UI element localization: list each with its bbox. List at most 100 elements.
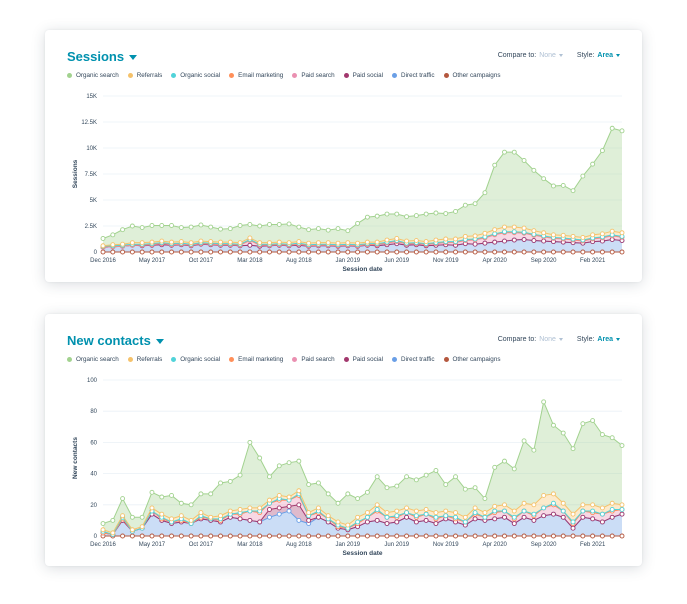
data-point[interactable]: [433, 210, 439, 216]
data-point[interactable]: [599, 511, 605, 517]
data-point[interactable]: [433, 533, 439, 539]
data-point[interactable]: [482, 510, 488, 516]
data-point[interactable]: [374, 213, 380, 219]
data-point[interactable]: [511, 229, 517, 235]
data-point[interactable]: [296, 517, 302, 523]
data-point[interactable]: [531, 238, 537, 244]
data-point[interactable]: [296, 239, 302, 245]
data-point[interactable]: [325, 240, 331, 246]
data-point[interactable]: [100, 249, 106, 255]
data-point[interactable]: [355, 519, 361, 525]
data-point[interactable]: [296, 502, 302, 508]
data-point[interactable]: [100, 243, 106, 249]
data-point[interactable]: [590, 232, 596, 238]
data-point[interactable]: [384, 510, 390, 516]
data-point[interactable]: [619, 128, 625, 134]
data-point[interactable]: [198, 510, 204, 516]
data-point[interactable]: [482, 249, 488, 255]
data-point[interactable]: [394, 508, 400, 514]
data-point[interactable]: [384, 237, 390, 243]
data-point[interactable]: [502, 502, 507, 508]
style-dropdown[interactable]: Area: [597, 52, 620, 59]
data-point[interactable]: [129, 527, 135, 533]
data-point[interactable]: [306, 517, 312, 523]
data-point[interactable]: [580, 173, 586, 179]
data-point[interactable]: [198, 249, 204, 255]
data-point[interactable]: [345, 228, 351, 234]
data-point[interactable]: [511, 514, 517, 520]
data-point[interactable]: [511, 224, 517, 230]
data-point[interactable]: [247, 235, 253, 241]
data-point[interactable]: [580, 421, 586, 427]
data-point[interactable]: [511, 521, 517, 526]
data-point[interactable]: [355, 533, 361, 539]
data-point[interactable]: [521, 500, 527, 506]
data-point[interactable]: [384, 521, 390, 526]
data-point[interactable]: [492, 231, 498, 237]
data-point[interactable]: [619, 511, 625, 517]
data-point[interactable]: [560, 508, 566, 514]
data-point[interactable]: [472, 249, 478, 255]
data-point[interactable]: [541, 238, 547, 244]
data-point[interactable]: [541, 533, 547, 539]
data-point[interactable]: [502, 508, 507, 514]
data-point[interactable]: [443, 211, 449, 216]
data-point[interactable]: [218, 249, 223, 255]
data-point[interactable]: [413, 249, 419, 255]
data-point[interactable]: [218, 480, 223, 486]
data-point[interactable]: [492, 533, 498, 539]
data-point[interactable]: [423, 507, 429, 512]
data-point[interactable]: [306, 482, 312, 487]
data-point[interactable]: [580, 249, 586, 255]
data-point[interactable]: [306, 533, 312, 539]
data-point[interactable]: [521, 533, 527, 539]
legend-item-paid-search[interactable]: Paid search: [292, 356, 335, 363]
data-point[interactable]: [208, 514, 214, 520]
data-point[interactable]: [404, 505, 410, 511]
data-point[interactable]: [208, 491, 214, 497]
data-point[interactable]: [511, 533, 517, 539]
data-point[interactable]: [374, 507, 380, 512]
data-point[interactable]: [149, 505, 155, 511]
data-point[interactable]: [404, 514, 410, 520]
data-point[interactable]: [511, 237, 517, 243]
data-point[interactable]: [511, 508, 517, 514]
data-point[interactable]: [590, 249, 596, 255]
data-point[interactable]: [188, 517, 194, 523]
data-point[interactable]: [472, 516, 478, 522]
data-point[interactable]: [247, 439, 253, 445]
data-point[interactable]: [276, 463, 282, 469]
data-point[interactable]: [404, 238, 410, 244]
legend-item-other-campaigns[interactable]: Other campaigns: [443, 356, 500, 363]
data-point[interactable]: [306, 240, 312, 246]
data-point[interactable]: [384, 485, 390, 491]
data-point[interactable]: [502, 533, 507, 539]
data-point[interactable]: [384, 533, 390, 539]
data-point[interactable]: [541, 176, 547, 182]
data-point[interactable]: [423, 517, 429, 523]
data-point[interactable]: [198, 238, 204, 244]
data-point[interactable]: [247, 517, 253, 523]
data-point[interactable]: [453, 236, 458, 242]
data-point[interactable]: [276, 511, 282, 517]
data-point[interactable]: [443, 236, 449, 242]
data-point[interactable]: [492, 249, 498, 255]
data-point[interactable]: [286, 503, 292, 509]
data-point[interactable]: [169, 249, 174, 255]
data-point[interactable]: [159, 249, 165, 255]
data-point[interactable]: [120, 227, 126, 233]
data-point[interactable]: [227, 478, 233, 484]
data-point[interactable]: [560, 533, 566, 539]
data-point[interactable]: [364, 510, 370, 516]
data-point[interactable]: [502, 514, 507, 520]
data-point[interactable]: [521, 508, 527, 514]
data-point[interactable]: [482, 230, 488, 236]
data-point[interactable]: [120, 513, 126, 519]
data-point[interactable]: [384, 211, 390, 217]
data-point[interactable]: [315, 240, 321, 246]
data-point[interactable]: [159, 494, 165, 500]
data-point[interactable]: [296, 458, 302, 464]
data-point[interactable]: [227, 508, 233, 514]
data-point[interactable]: [198, 533, 204, 539]
data-point[interactable]: [599, 231, 605, 237]
